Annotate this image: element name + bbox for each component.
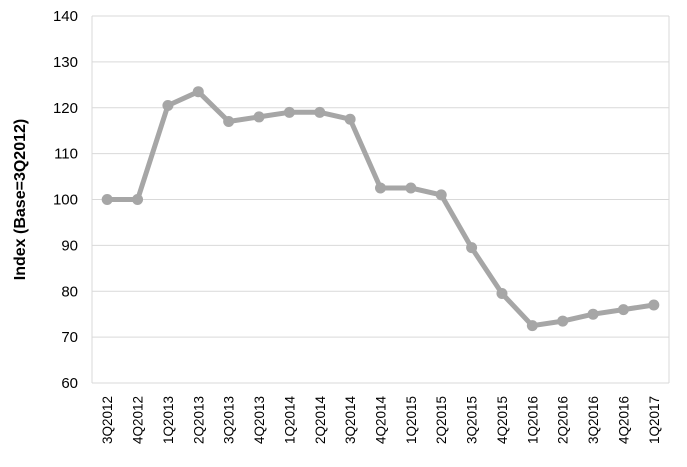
data-point <box>101 194 113 205</box>
data-point <box>314 106 326 118</box>
y-tick-label: 80 <box>61 283 78 300</box>
x-tick-label: 1Q2017 <box>647 396 662 444</box>
data-point <box>344 113 356 125</box>
data-point <box>405 182 417 194</box>
x-tick-label: 3Q2013 <box>222 396 237 444</box>
data-point <box>435 189 447 201</box>
y-tick-label: 100 <box>53 192 78 209</box>
x-tick-labels: 3Q2012 4Q2012 1Q2013 2Q2013 3Q2013 4Q2013 1Q20… <box>100 396 662 445</box>
x-tick-label: 3Q2014 <box>343 396 358 445</box>
x-tick-label: 1Q2016 <box>525 396 540 444</box>
data-point <box>466 242 478 254</box>
data-point <box>283 106 295 118</box>
x-tick-label: 1Q2014 <box>282 396 297 445</box>
data-point <box>617 304 629 316</box>
data-point <box>587 308 599 320</box>
y-tick-label: 140 <box>53 8 78 25</box>
data-point <box>648 299 660 311</box>
x-tick-label: 3Q2015 <box>465 396 480 444</box>
y-tick-label: 130 <box>53 54 78 71</box>
grid-lines <box>91 15 670 384</box>
data-point <box>253 111 265 123</box>
data-point <box>496 288 508 300</box>
y-tick-label: 60 <box>61 375 78 392</box>
data-point <box>557 315 569 327</box>
x-tick-label: 1Q2013 <box>161 396 176 444</box>
x-tick-label: 4Q2015 <box>495 396 510 444</box>
x-tick-label: 4Q2013 <box>252 396 267 444</box>
x-tick-label: 2Q2015 <box>434 396 449 444</box>
x-tick-label: 4Q2012 <box>131 396 146 444</box>
x-tick-label: 3Q2016 <box>586 396 601 444</box>
y-tick-label: 110 <box>54 146 78 163</box>
series-group <box>101 86 660 332</box>
data-point <box>526 320 538 332</box>
data-point <box>132 194 144 205</box>
x-tick-label: 2Q2014 <box>313 396 328 445</box>
x-tick-label: 4Q2016 <box>616 396 631 444</box>
series-line <box>104 89 657 329</box>
data-point <box>223 116 235 128</box>
data-point <box>162 99 174 111</box>
y-tick-label: 90 <box>61 237 78 254</box>
x-tick-label: 2Q2013 <box>191 396 206 444</box>
x-tick-label: 2Q2016 <box>556 396 571 444</box>
x-tick-label: 3Q2012 <box>100 396 115 444</box>
data-point <box>375 182 386 194</box>
x-tick-label: 4Q2014 <box>374 396 389 445</box>
y-tick-labels: 60 70 80 90 100 110 120 130 140 <box>53 8 78 392</box>
data-point <box>192 86 204 98</box>
y-tick-label: 120 <box>53 100 78 117</box>
y-tick-label: 70 <box>61 329 78 346</box>
x-tick-label: 1Q2015 <box>404 396 419 444</box>
y-axis-title: Index (Base=3Q2012) <box>12 119 29 280</box>
